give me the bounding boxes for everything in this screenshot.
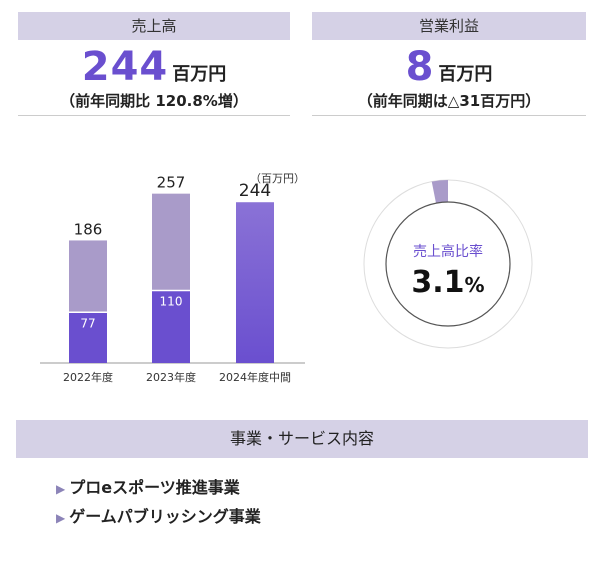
donut-inner-circle	[385, 201, 511, 327]
profit-value-line: 8 百万円	[312, 44, 586, 90]
donut-value-number: 3.1	[411, 265, 464, 300]
bar-total-label: 257	[157, 174, 186, 192]
bar-segment-label: 77	[80, 316, 95, 330]
donut-slice	[431, 180, 448, 204]
sales-value-line: 244 百万円	[18, 44, 290, 90]
business-item-label: ゲームパブリッシング事業	[69, 507, 261, 526]
profit-note: （前年同期は△31百万円）	[357, 92, 541, 110]
donut-percent-sign: %	[465, 273, 485, 297]
triangle-bullet-icon: ▶	[56, 482, 66, 496]
business-item-label: プロeスポーツ推進事業	[69, 478, 240, 497]
bar-segment-label: 110	[160, 295, 183, 309]
sales-bar-chart: （百万円） 77 186 2022年度 110 257 2023年度 244 2024年度中間	[40, 172, 305, 384]
x-tick-label: 2023年度	[146, 370, 196, 384]
sales-value: 244	[81, 44, 169, 90]
donut-label: 売上高比率	[413, 243, 483, 260]
chart-unit-label: （百万円）	[250, 172, 305, 185]
bar-lower-segment	[69, 312, 107, 363]
business-item-publishing: ▶ ゲームパブリッシング事業	[56, 503, 261, 532]
sales-note: （前年同期比 120.8%増）	[60, 92, 248, 110]
sales-ratio-donut: 売上高比率 3.1%	[363, 179, 533, 349]
bar-lower-segment	[152, 290, 190, 363]
profit-header: 営業利益	[312, 12, 586, 40]
business-list: ▶ プロeスポーツ推進事業 ▶ ゲームパブリッシング事業	[56, 474, 261, 532]
x-tick-label: 2024年度中間	[219, 370, 291, 384]
donut-value: 3.1%	[411, 265, 484, 300]
bar-upper-segment	[152, 193, 190, 291]
sales-header: 売上高	[18, 12, 290, 40]
bar-total	[236, 202, 274, 363]
profit-divider	[312, 115, 586, 116]
bar-total-label: 244	[239, 181, 271, 201]
sales-unit: 百万円	[172, 64, 227, 85]
x-tick-label: 2022年度	[63, 370, 113, 384]
business-header: 事業・サービス内容	[16, 420, 588, 458]
triangle-bullet-icon: ▶	[56, 511, 66, 525]
bar-total-label: 186	[74, 220, 103, 238]
bar-upper-segment	[69, 240, 107, 313]
sales-divider	[18, 115, 290, 116]
business-item-esports: ▶ プロeスポーツ推進事業	[56, 474, 261, 503]
profit-unit: 百万円	[438, 64, 493, 85]
profit-value: 8	[405, 44, 435, 90]
